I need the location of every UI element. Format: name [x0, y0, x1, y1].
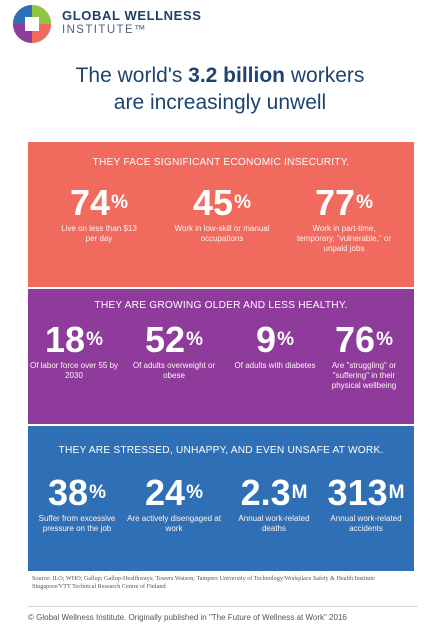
logo-subtitle: INSTITUTE™: [62, 24, 147, 36]
stat-item: 24% Are actively disengaged at work: [124, 474, 224, 534]
stat-label: Annual work-related accidents: [330, 514, 402, 533]
stat-value: 45%: [193, 182, 251, 223]
stat-value: 313M: [327, 472, 405, 513]
stat-value: 24%: [145, 472, 203, 513]
stat-label: Work in low-skill or manual occupations: [174, 224, 270, 243]
stat-label: Suffer from excessive pressure on the jo…: [38, 514, 116, 533]
section-title: THEY ARE GROWING OLDER AND LESS HEALTHY.: [94, 300, 348, 311]
stat-value: 52%: [145, 319, 203, 360]
section-stressed-unsafe: THEY ARE STRESSED, UNHAPPY, AND EVEN UNS…: [28, 426, 414, 571]
source-note: Source: ILO; WHO; Gallup; Gallup-Healthw…: [32, 575, 375, 590]
stat-item: 52% Of adults overweight or obese: [124, 321, 224, 381]
section-older-less-healthy: THEY ARE GROWING OLDER AND LESS HEALTHY.…: [28, 289, 414, 424]
stat-label: Annual work-related deaths: [238, 514, 310, 533]
section-title: THEY ARE STRESSED, UNHAPPY, AND EVEN UNS…: [58, 445, 384, 456]
stat-label: Live on less than $13 per day: [61, 224, 137, 243]
copyright-footer: © Global Wellness Institute. Originally …: [28, 606, 418, 622]
stat-item: 38% Suffer from excessive pressure on th…: [32, 474, 122, 534]
stat-value: 18%: [45, 319, 103, 360]
stat-value: 76%: [335, 319, 393, 360]
headline-line1: The world's 3.2 billion workers: [75, 64, 365, 87]
stat-item: 313M Annual work-related accidents: [320, 474, 412, 534]
header: GLOBAL WELLNESS INSTITUTE™: [0, 0, 440, 50]
section-title: THEY FACE SIGNIFICANT ECONOMIC INSECURIT…: [92, 157, 350, 168]
stat-item: 45% Work in low-skill or manual occupati…: [172, 184, 272, 244]
stat-label: Of adults overweight or obese: [132, 361, 216, 380]
stat-item: 9% Of adults with diabetes: [234, 321, 316, 371]
stat-item: 77% Work in part-time, temporary, "vulne…: [296, 184, 392, 254]
headline: The world's 3.2 billion workers are incr…: [0, 62, 440, 116]
section-economic-insecurity: THEY FACE SIGNIFICANT ECONOMIC INSECURIT…: [28, 142, 414, 287]
stat-value: 74%: [70, 182, 128, 223]
stat-item: 18% Of labor force over 55 by 2030: [28, 321, 120, 381]
stat-label: Are "struggling" or "suffering" in their…: [331, 361, 397, 390]
stat-value: 2.3M: [240, 472, 308, 513]
stat-label: Of labor force over 55 by 2030: [29, 361, 119, 380]
stat-label: Are actively disengaged at work: [127, 514, 221, 533]
stat-label: Work in part-time, temporary, "vulnerabl…: [296, 224, 391, 253]
stat-value: 77%: [315, 182, 373, 223]
logo-title: GLOBAL WELLNESS: [62, 8, 202, 23]
headline-line2: are increasingly unwell: [113, 91, 327, 114]
stat-value: 9%: [256, 319, 294, 360]
stat-item: 76% Are "struggling" or "suffering" in t…: [318, 321, 410, 391]
gwi-quadrant-logo-icon: [12, 4, 52, 44]
stat-label: Of adults with diabetes: [234, 361, 316, 370]
stat-value: 38%: [48, 472, 106, 513]
stat-item: 2.3M Annual work-related deaths: [226, 474, 322, 534]
stat-item: 74% Live on less than $13 per day: [56, 184, 142, 244]
